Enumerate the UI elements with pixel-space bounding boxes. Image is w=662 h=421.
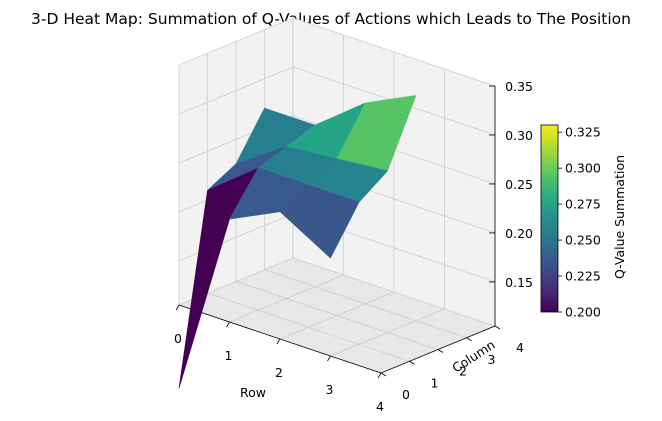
x-tick-label: 1 <box>225 348 233 363</box>
colorbar-tick-label: 0.225 <box>565 269 601 284</box>
colorbar: 0.200 0.225 0.250 0.275 0.300 0.325 <box>540 124 601 320</box>
y-grid-floor <box>264 269 467 339</box>
y-grid-floor <box>207 292 410 362</box>
x-axis-label: Row <box>240 385 266 400</box>
x-tick-mark <box>327 355 331 362</box>
x-tick-mark <box>377 372 382 379</box>
x-tick-label: 3 <box>326 382 334 397</box>
z-grid <box>178 66 496 136</box>
z-tick-label: 0.35 <box>505 79 533 94</box>
x-tick-label: 4 <box>376 399 384 414</box>
y-tick-mark <box>494 325 501 330</box>
y-grid-floor <box>235 281 439 350</box>
x-tick-mark <box>276 338 281 345</box>
colorbar-tick-label: 0.325 <box>565 125 601 140</box>
colorbar-tick-label: 0.250 <box>565 233 601 248</box>
z-tick-label: 0.20 <box>505 226 533 241</box>
colorbar-bar <box>540 124 559 313</box>
y-tick-label: 3 <box>488 352 496 367</box>
surface-patch-2-0 <box>279 184 360 259</box>
y-tick-label: 0 <box>402 387 410 402</box>
y-tick-mark <box>380 372 387 377</box>
y-tick-label: 2 <box>459 364 467 379</box>
x-tick-label: 2 <box>275 365 283 380</box>
surface <box>178 95 417 389</box>
chart-title: 3-D Heat Map: Summation of Q-Values of A… <box>31 10 631 28</box>
z-tick-label: 0.25 <box>505 177 533 192</box>
y-tick-mark <box>466 337 472 342</box>
z-grid <box>178 17 496 87</box>
y-tick-mark <box>437 349 444 353</box>
y-grid-floor <box>292 257 496 327</box>
tick-labels: 0 1 2 3 4 0 1 2 3 4 0.15 0.20 0.25 0.30 0.35 <box>174 79 533 414</box>
y-tick-label: 1 <box>431 375 439 390</box>
colorbar-tick-label: 0.275 <box>565 197 601 212</box>
x-tick-mark <box>175 304 180 311</box>
z-grid <box>178 115 496 185</box>
colorbar-tick-label: 0.300 <box>565 161 601 176</box>
colorbar-tick-label: 0.200 <box>565 305 601 320</box>
z-tick-label: 0.15 <box>505 275 533 290</box>
y-tick-label: 4 <box>516 340 524 355</box>
x-tick-mark <box>226 321 230 328</box>
y-tick-mark <box>409 360 415 365</box>
colorbar-label: Q-Value Summation <box>612 155 627 279</box>
x-tick-label: 0 <box>174 331 182 346</box>
z-tick-label: 0.30 <box>505 128 533 143</box>
